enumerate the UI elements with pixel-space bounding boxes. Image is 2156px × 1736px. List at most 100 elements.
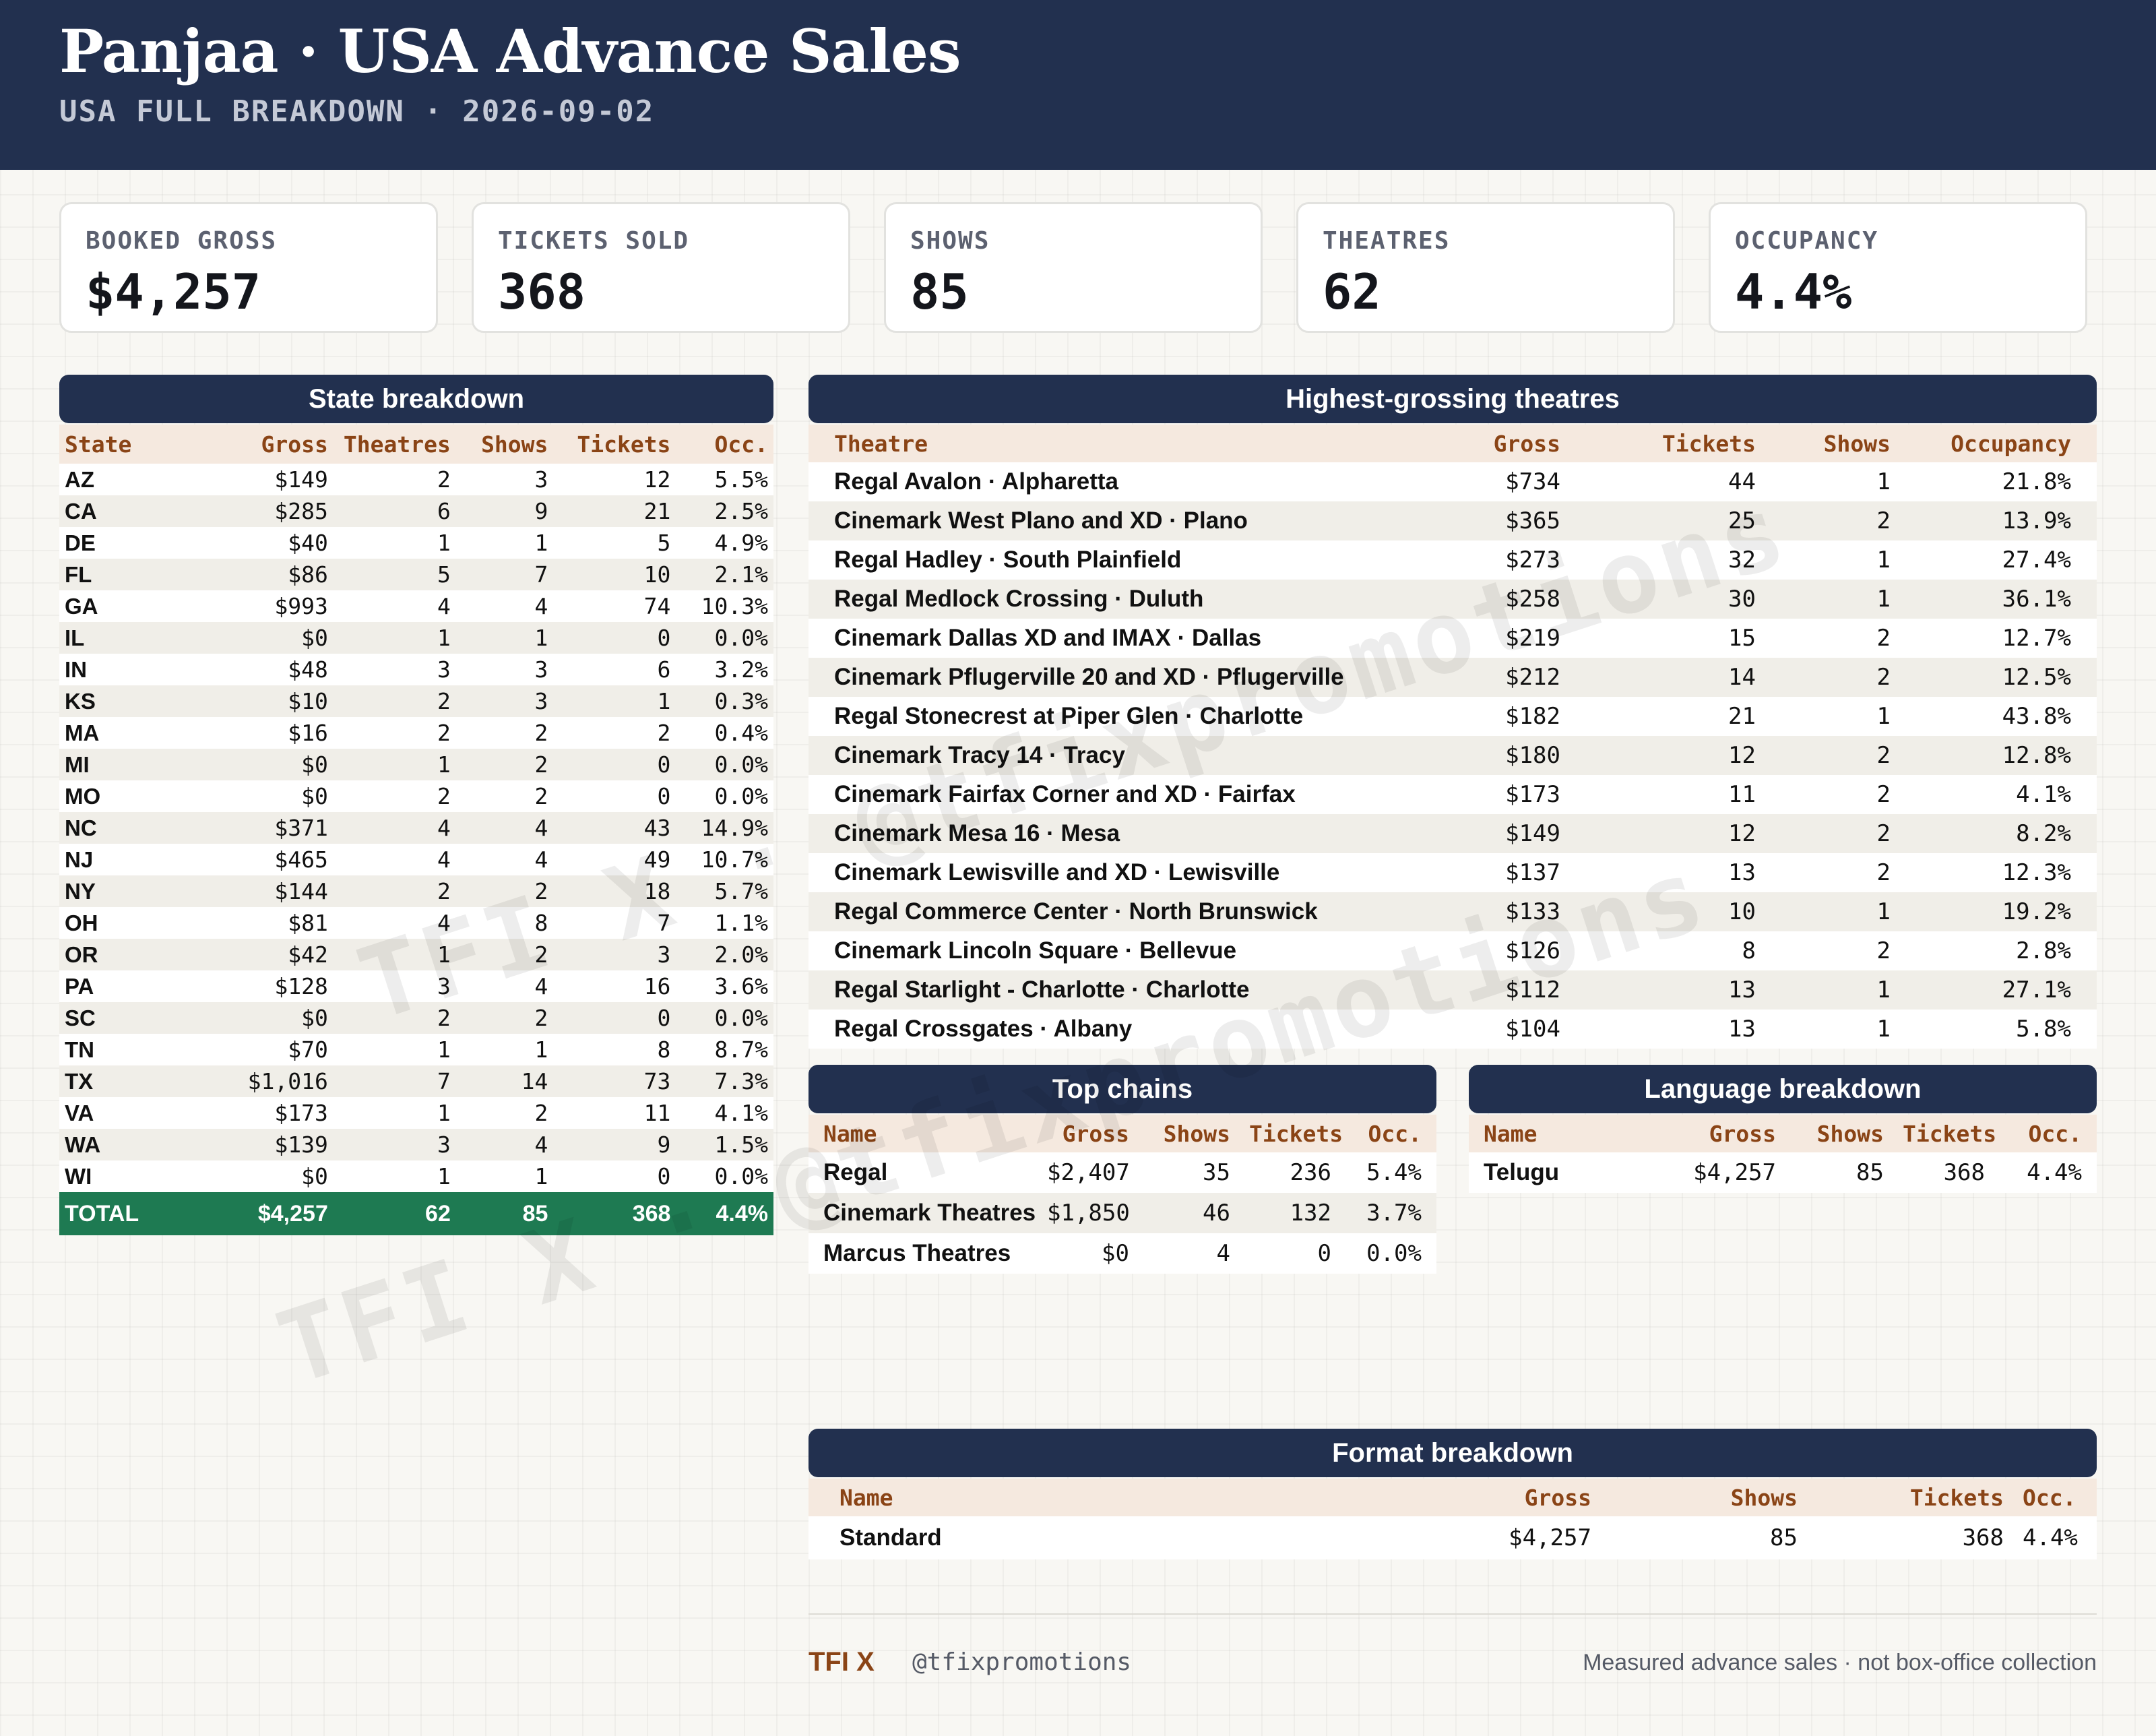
table-cell: 236 [1240,1152,1341,1193]
table-cell: 2 [333,1002,456,1034]
state-row: VA $173 1 2 11 4.1% [59,1097,773,1129]
column-header: Shows [1785,1115,1893,1152]
table-header-row: Theatre Gross Tickets Shows Occupancy [808,425,2097,462]
table-cell: 2 [455,875,554,907]
theatres-table: Theatre Gross Tickets Shows Occupancy Re… [808,425,2097,1049]
table-cell: 2 [455,749,554,780]
state-row: DE $40 1 1 5 4.9% [59,527,773,559]
table-cell: $173 [1442,775,1570,814]
kpi-card-theatres: THEATRES 62 [1296,202,1675,333]
table-cell: 0 [553,1160,676,1192]
kpi-card-booked-gross: BOOKED GROSS $4,257 [59,202,438,333]
table-cell: OR [59,939,183,970]
table-cell: Regal Starlight - Charlotte · Charlotte [808,970,1442,1010]
table-cell: Cinemark Theatres [808,1193,1038,1233]
table-cell: $993 [182,590,334,622]
total-theatres: 62 [333,1192,456,1235]
column-header: Theatre [808,425,1442,462]
table-cell: 1.5% [676,1129,773,1160]
theatre-row: Cinemark Fairfax Corner and XD · Fairfax… [808,775,2097,814]
table-cell: 5 [553,527,676,559]
state-row: PA $128 3 4 16 3.6% [59,970,773,1002]
table-cell: $273 [1442,540,1570,580]
table-cell: 2 [1765,931,1900,970]
column-header: Gross [1442,425,1570,462]
table-cell: 4.1% [1900,775,2097,814]
table-cell: 85 [1601,1516,1807,1559]
table-cell: 8 [455,907,554,939]
kpi-value: 368 [498,264,586,320]
table-cell: 2 [333,780,456,812]
theatre-row: Regal Crossgates · Albany $104 13 1 5.8% [808,1010,2097,1049]
state-row: NY $144 2 2 18 5.7% [59,875,773,907]
table-cell: 73 [553,1065,676,1097]
chain-row: Marcus Theatres $0 4 0 0.0% [808,1233,1436,1274]
table-cell: $137 [1442,853,1570,892]
table-cell: TN [59,1034,183,1065]
table-cell: $258 [1442,580,1570,619]
table-cell: 14 [1570,658,1765,697]
table-cell: CA [59,495,183,527]
total-gross: $4,257 [182,1192,334,1235]
table-cell: Regal Stonecrest at Piper Glen · Charlot… [808,697,1442,736]
kpi-label: SHOWS [910,227,990,255]
table-cell: DE [59,527,183,559]
table-cell: GA [59,590,183,622]
footer-handle: @tfixpromotions [912,1648,1132,1676]
table-cell: 25 [1570,501,1765,540]
table-cell: $180 [1442,736,1570,775]
table-cell: 30 [1570,580,1765,619]
table-cell: 132 [1240,1193,1341,1233]
table-cell: 3 [455,654,554,685]
table-cell: 7 [455,559,554,590]
table-cell: Marcus Theatres [808,1233,1038,1274]
state-row: GA $993 4 4 74 10.3% [59,590,773,622]
table-cell: MI [59,749,183,780]
table-cell: 3 [455,464,554,495]
table-cell: AZ [59,464,183,495]
table-cell: 1 [1765,540,1900,580]
table-cell: 4.4% [2013,1516,2097,1559]
table-cell: FL [59,559,183,590]
table-cell: 8.7% [676,1034,773,1065]
table-cell: 1 [333,749,456,780]
table-cell: 10.3% [676,590,773,622]
table-cell: 12 [1570,736,1765,775]
state-row: MA $16 2 2 2 0.4% [59,717,773,749]
table-cell: 1 [455,1160,554,1192]
column-header: Name [808,1115,1038,1152]
column-header: Gross [1664,1115,1785,1152]
table-cell: 5.4% [1341,1152,1436,1193]
language-breakdown-title: Language breakdown [1469,1065,2097,1113]
table-cell: 11 [553,1097,676,1129]
table-cell: $1,850 [1038,1193,1139,1233]
table-cell: $16 [182,717,334,749]
table-cell: $285 [182,495,334,527]
column-header: Tickets [1807,1479,2013,1516]
column-header: Tickets [1240,1115,1343,1152]
table-cell: 1 [1765,892,1900,931]
table-cell: $149 [1442,814,1570,853]
table-cell: 5.5% [676,464,773,495]
table-cell: NJ [59,844,183,875]
table-cell: 4.1% [676,1097,773,1129]
table-cell: Telugu [1469,1152,1664,1193]
table-cell: $128 [182,970,334,1002]
state-breakdown-title: State breakdown [59,375,773,423]
column-header: Occ. [2013,1479,2097,1516]
table-cell: 0.4% [676,717,773,749]
table-cell: $86 [182,559,334,590]
table-cell: 2 [333,464,456,495]
total-tickets: 368 [553,1192,676,1235]
table-cell: IL [59,622,183,654]
kpi-value: 62 [1323,264,1381,320]
table-cell: 14 [455,1065,554,1097]
table-cell: 21 [1570,697,1765,736]
table-cell: 43 [553,812,676,844]
column-header: Shows [1139,1115,1240,1152]
header-banner: Panjaa · USA Advance Sales USA FULL BREA… [0,0,2156,170]
table-cell: $104 [1442,1010,1570,1049]
theatre-row: Cinemark Dallas XD and IMAX · Dallas $219… [808,619,2097,658]
state-row: MI $0 1 2 0 0.0% [59,749,773,780]
table-cell: 0 [553,1002,676,1034]
